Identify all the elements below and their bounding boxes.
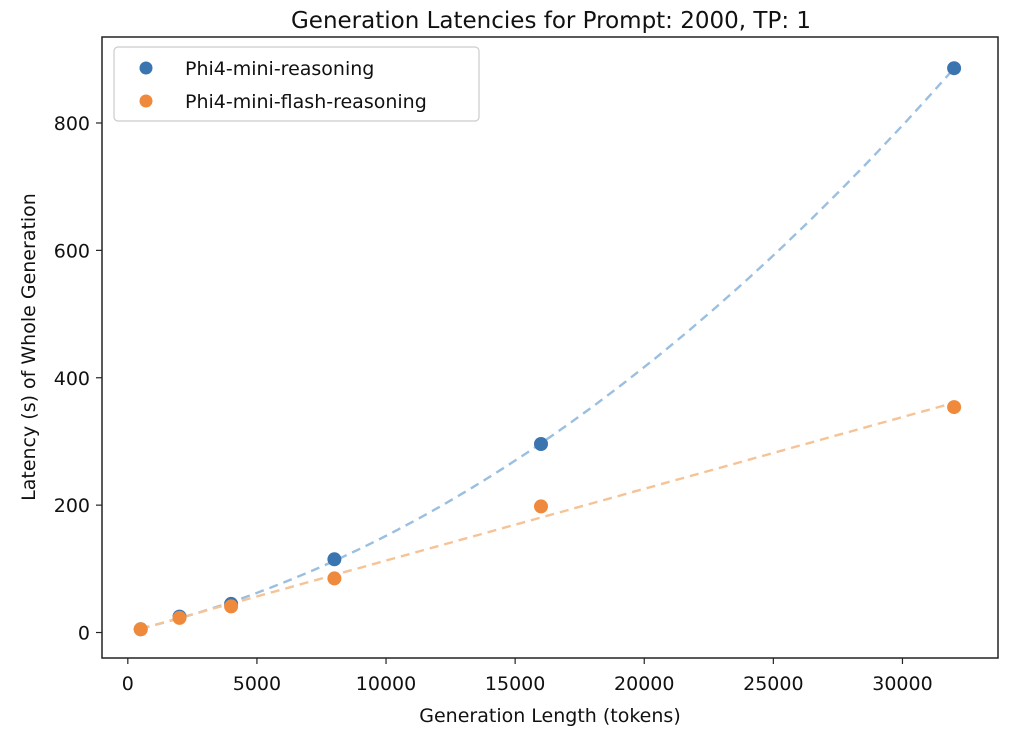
y-tick-label: 200 — [54, 495, 90, 517]
data-point-series-0 — [327, 552, 342, 567]
y-tick-label: 600 — [54, 240, 90, 262]
x-axis-label: Generation Length (tokens) — [419, 705, 680, 727]
y-tick-label: 800 — [54, 113, 90, 135]
legend-label-phi4-mini-reasoning: Phi4-mini-reasoning — [185, 58, 374, 80]
legend-box — [113, 46, 480, 122]
x-tick-label: 0 — [122, 673, 134, 695]
legend-marker-phi4-mini-reasoning — [139, 61, 153, 75]
legend-marker-phi4-mini-flash-reasoning — [139, 94, 153, 108]
data-point-series-0 — [534, 437, 548, 451]
data-point-series-0 — [947, 61, 962, 76]
y-tick-label: 0 — [78, 623, 90, 645]
x-tick-label: 5000 — [233, 673, 281, 695]
data-point-series-1 — [172, 610, 187, 625]
x-tick-label: 20000 — [614, 673, 674, 695]
data-point-series-1 — [224, 599, 239, 614]
y-tick-label: 400 — [54, 368, 90, 390]
data-point-series-1 — [327, 571, 342, 586]
y-axis-ticks: 0 200 400 600 800 — [54, 113, 102, 645]
data-point-series-1 — [947, 400, 962, 415]
chart-title: Generation Latencies for Prompt: 2000, T… — [291, 8, 811, 34]
x-tick-label: 30000 — [872, 673, 932, 695]
legend-label-phi4-mini-flash-reasoning: Phi4-mini-flash-reasoning — [185, 91, 427, 113]
data-point-series-1 — [133, 622, 148, 637]
data-points — [133, 61, 962, 637]
fit-lines — [140, 67, 955, 630]
fit-line-series-1 — [140, 401, 955, 630]
x-tick-label: 10000 — [356, 673, 416, 695]
plot-area — [101, 36, 999, 659]
data-point-series-1 — [534, 499, 548, 514]
x-tick-label: 15000 — [485, 673, 545, 695]
fit-line-series-0 — [140, 67, 955, 630]
legend: Phi4-mini-reasoning Phi4-mini-flash-reas… — [113, 46, 480, 122]
x-tick-label: 25000 — [743, 673, 803, 695]
x-axis-ticks: 0 5000 10000 15000 20000 25000 30000 — [122, 658, 933, 695]
y-axis-label: Latency (s) of Whole Generation — [18, 193, 40, 501]
